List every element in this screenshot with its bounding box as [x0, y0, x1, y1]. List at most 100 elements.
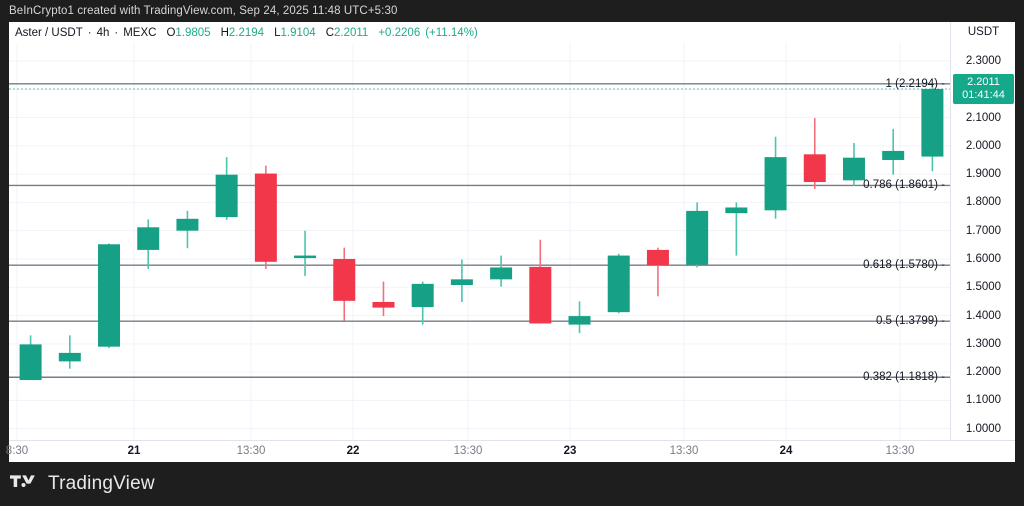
candle [568, 301, 591, 334]
price-tick: 1.2000 [965, 366, 1002, 379]
last-price-badge[interactable]: 2.2011 01:41:44 [953, 73, 1014, 104]
candle [294, 230, 317, 276]
price-tick: 1.8000 [965, 196, 1002, 209]
candle-body [19, 344, 42, 381]
candle-body [333, 258, 356, 301]
candle [725, 202, 748, 256]
candle [921, 83, 944, 172]
ohlc-open-value: 1.9805 [175, 27, 211, 39]
legend-interval[interactable]: 4h [96, 27, 110, 39]
candle-body [294, 255, 317, 259]
price-tick: 1.5000 [965, 281, 1002, 294]
candle [176, 210, 199, 249]
price-tick: 1.0000 [965, 422, 1002, 435]
time-tick: 13:30 [236, 445, 266, 457]
candle-body [215, 174, 238, 218]
candle-body [921, 88, 944, 157]
candle-body [529, 266, 552, 324]
candle [98, 243, 121, 349]
time-tick: 24 [779, 445, 793, 457]
price-tick: 1.1000 [965, 394, 1002, 407]
ohlc-high-value: 2.2194 [228, 27, 265, 39]
ohlc-low-value: 1.9104 [280, 27, 316, 39]
candle-body [176, 218, 199, 231]
ohlc-low-label: L [274, 27, 281, 39]
attribution-bar: BeInCrypto1 created with TradingView.com… [0, 0, 1024, 22]
candle [803, 118, 826, 189]
price-tick: 1.3000 [965, 337, 1002, 350]
legend-sep-2: · [114, 27, 119, 39]
tradingview-logo-icon [10, 474, 35, 487]
fib-level-label[interactable]: 0.618 (1.5780) - [863, 259, 945, 272]
chart-panel: Aster / USDT · 4h · MEXC O 1.9805 H 2.2194… [5, 22, 1015, 462]
plot-area[interactable] [9, 44, 950, 440]
time-tick: 13:30 [669, 445, 699, 457]
legend-exchange[interactable]: MEXC [123, 27, 157, 39]
candle [529, 239, 552, 324]
ohlc-open-label: O [166, 27, 176, 39]
candle [764, 136, 787, 219]
price-scale-unit: USDT [967, 26, 1000, 38]
candle-body [842, 157, 865, 181]
candle-body [686, 210, 709, 265]
fib-level-label[interactable]: 0.786 (1.8601) - [863, 179, 945, 192]
candle [882, 128, 905, 175]
candle [333, 247, 356, 321]
candle-body [803, 154, 826, 183]
price-tick: 2.0000 [965, 139, 1002, 152]
candle-body [725, 207, 748, 214]
change-percent: (+11.14%) [425, 27, 478, 39]
candle [372, 281, 395, 317]
time-tick: 8:30 [5, 445, 29, 457]
price-tick: 2.3000 [965, 54, 1002, 67]
candle [215, 157, 238, 220]
ohlc-close-label: C [325, 27, 334, 39]
candle [254, 165, 277, 269]
legend-symbol[interactable]: Aster / USDT [15, 27, 83, 39]
change-absolute: +0.2206 [378, 27, 421, 39]
price-tick: 1.6000 [965, 252, 1002, 265]
time-tick: 22 [346, 445, 360, 457]
fib-level-label[interactable]: 0.5 (1.3799) - [875, 315, 945, 328]
chart-legend: Aster / USDT · 4h · MEXC O 1.9805 H 2.2194… [9, 22, 1015, 44]
time-tick: 23 [563, 445, 577, 457]
bar-countdown: 01:41:44 [962, 88, 1005, 101]
price-tick: 1.7000 [965, 224, 1002, 237]
candle [607, 253, 630, 314]
candle [411, 281, 434, 325]
candle-body [764, 157, 787, 211]
candle [490, 255, 513, 287]
candle-body [254, 173, 277, 262]
candle-body [98, 244, 121, 347]
tradingview-brand-text: TradingView [48, 473, 155, 494]
last-price-value: 2.2011 [967, 75, 1000, 88]
footer-bar: TradingView [0, 462, 1024, 506]
candle-body [372, 301, 395, 308]
candle [19, 335, 42, 381]
candle-body [882, 150, 905, 160]
attribution-text: BeInCrypto1 created with TradingView.com… [9, 5, 398, 17]
fib-level-label[interactable]: 0.382 (1.1818) - [863, 371, 945, 384]
price-tick: 1.4000 [965, 309, 1002, 322]
candle [842, 143, 865, 186]
time-scale[interactable]: 8:30 21 13:30 22 13:30 23 13:30 24 13:30 [5, 440, 1015, 462]
fib-level-label[interactable]: 1 (2.2194) - [885, 77, 945, 90]
candle-body [568, 316, 591, 325]
ohlc-close-value: 2.2011 [334, 27, 369, 39]
ohlc-high-label: H [220, 27, 229, 39]
candle [450, 259, 473, 302]
candle-body [137, 227, 160, 250]
candle-body [490, 267, 513, 280]
price-tick: 1.9000 [965, 168, 1002, 181]
time-tick: 13:30 [453, 445, 483, 457]
candle [137, 219, 160, 269]
price-scale[interactable]: USDT 1.0000 1.1000 1.2000 1.3000 1.4000 1.500… [950, 22, 1015, 440]
legend-sep-1: · [87, 27, 92, 39]
price-tick: 2.1000 [965, 111, 1002, 124]
time-tick: 21 [127, 445, 141, 457]
time-tick: 13:30 [885, 445, 915, 457]
candle-body [607, 255, 630, 313]
candle [646, 247, 669, 297]
candle-body [646, 249, 669, 266]
candle-body [411, 283, 434, 308]
